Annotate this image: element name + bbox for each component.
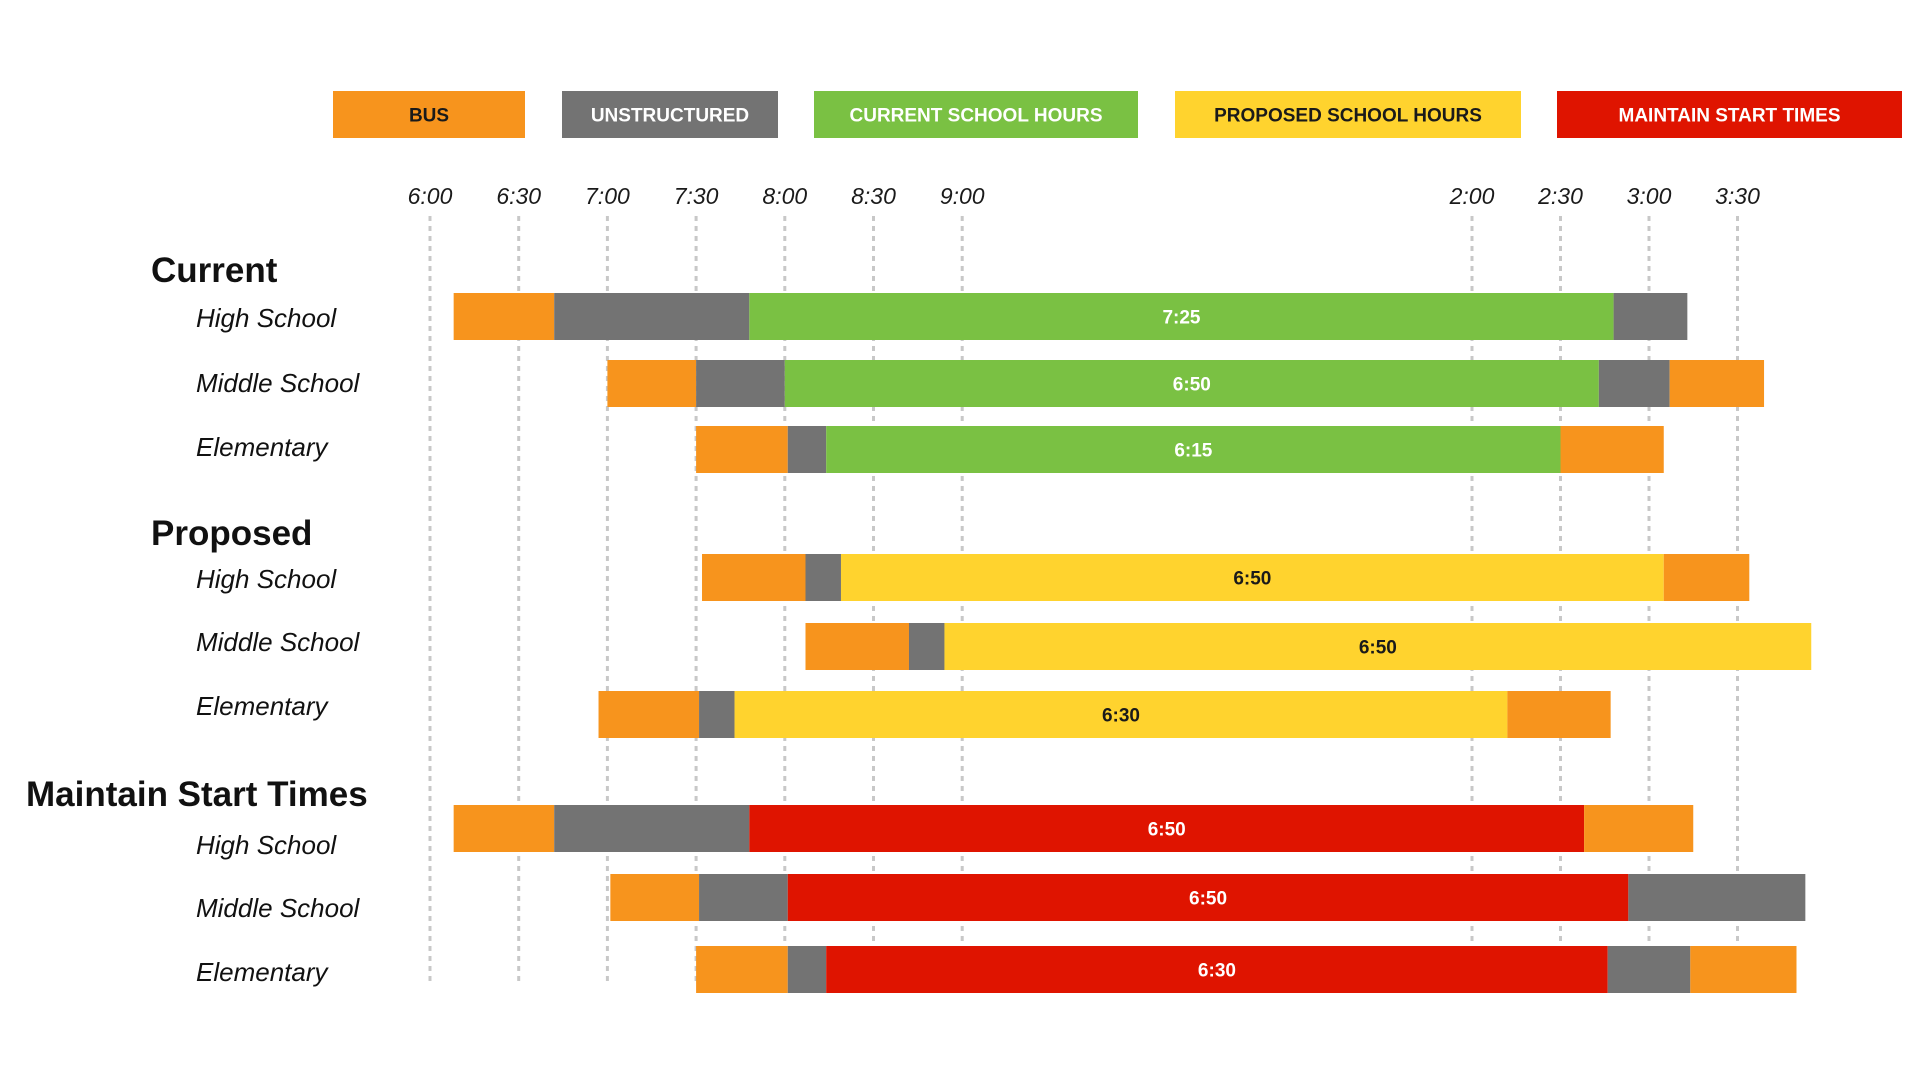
bar-segment-unstructured — [787, 946, 827, 993]
tick-label: 3:30 — [1715, 183, 1760, 209]
group-title: Maintain Start Times — [26, 775, 368, 814]
legend-swatch-proposed — [1175, 91, 1521, 138]
group-title: Current — [151, 251, 278, 290]
legend-label-maintain: MAINTAIN START TIMES — [1619, 106, 1841, 127]
legend-label-proposed: PROPOSED SCHOOL HOURS — [1214, 106, 1482, 127]
bar-segment-current — [784, 360, 1599, 407]
tick-label: 9:00 — [940, 183, 985, 209]
row-label: Middle School — [196, 627, 361, 657]
legend-label-current: CURRENT SCHOOL HOURS — [850, 106, 1103, 127]
bar-segment-unstructured — [699, 874, 788, 921]
bar-segment-bus — [453, 805, 555, 852]
bar-duration-label: 6:50 — [1189, 889, 1227, 910]
bar-segment-bus — [607, 360, 697, 407]
bar-duration-label: 6:50 — [1233, 569, 1271, 590]
bar-segment-maintain — [787, 874, 1629, 921]
bar-segment-bus — [805, 623, 909, 670]
bar-segment-bus — [702, 554, 806, 601]
bar-duration-label: 7:25 — [1162, 308, 1200, 329]
legend-swatch-current — [814, 91, 1138, 138]
bar-segment-unstructured — [787, 426, 827, 473]
row-label: Elementary — [196, 691, 329, 721]
tick-label: 6:30 — [496, 183, 541, 209]
bar-segment-unstructured — [1598, 360, 1670, 407]
bar-segment-unstructured — [1607, 946, 1691, 993]
row-label: Elementary — [196, 432, 329, 462]
tick-label: 2:00 — [1449, 183, 1495, 209]
bar-segment-bus — [1669, 360, 1765, 407]
row-label: Middle School — [196, 893, 361, 923]
row-label: High School — [196, 564, 337, 594]
tick-label: 7:30 — [674, 183, 719, 209]
bar-segment-unstructured — [1613, 293, 1688, 340]
bar-duration-label: 6:30 — [1102, 706, 1140, 727]
tick-label: 6:00 — [408, 183, 453, 209]
bar-duration-label: 6:50 — [1148, 820, 1186, 841]
row-label: High School — [196, 830, 337, 860]
row-label: High School — [196, 303, 337, 333]
bar-segment-bus — [453, 293, 555, 340]
row-label: Elementary — [196, 957, 329, 987]
legend-swatch-unstructured — [562, 91, 778, 138]
tick-label: 8:00 — [762, 183, 807, 209]
bar-duration-label: 6:50 — [1173, 375, 1211, 396]
bar-segment-unstructured — [805, 554, 841, 601]
bar-segment-proposed — [734, 691, 1508, 738]
bar-segment-unstructured — [1628, 874, 1806, 921]
bar-segment-bus — [696, 946, 788, 993]
bar-segment-unstructured — [699, 691, 735, 738]
bar-segment-bus — [696, 426, 788, 473]
bar-segment-bus — [1507, 691, 1611, 738]
bar-segment-unstructured — [554, 805, 750, 852]
bar-segment-bus — [1663, 554, 1750, 601]
legend-swatch-bus — [333, 91, 525, 138]
bar-segment-maintain — [749, 805, 1585, 852]
bar-duration-label: 6:15 — [1174, 441, 1212, 462]
tick-label: 3:00 — [1627, 183, 1672, 209]
tick-label: 8:30 — [851, 183, 896, 209]
bar-segment-bus — [610, 874, 700, 921]
bar-segment-bus — [1584, 805, 1694, 852]
bar-segment-unstructured — [908, 623, 945, 670]
legend-label-bus: BUS — [409, 106, 449, 127]
bar-segment-bus — [1690, 946, 1797, 993]
bar-segment-bus — [598, 691, 700, 738]
bar-segment-maintain — [826, 946, 1608, 993]
tick-label: 2:30 — [1537, 183, 1583, 209]
bar-segment-current — [826, 426, 1561, 473]
tick-label: 7:00 — [585, 183, 630, 209]
group-title: Proposed — [151, 514, 312, 553]
legend-label-unstructured: UNSTRUCTURED — [591, 106, 749, 127]
bar-segment-current — [749, 293, 1614, 340]
bar-segment-proposed — [840, 554, 1664, 601]
legend-swatch-maintain — [1557, 91, 1902, 138]
bar-segment-unstructured — [554, 293, 750, 340]
bar-duration-label: 6:30 — [1198, 961, 1236, 982]
row-label: Middle School — [196, 368, 361, 398]
bar-segment-bus — [1560, 426, 1664, 473]
bar-segment-proposed — [944, 623, 1812, 670]
bar-segment-unstructured — [696, 360, 785, 407]
bar-duration-label: 6:50 — [1359, 638, 1397, 659]
